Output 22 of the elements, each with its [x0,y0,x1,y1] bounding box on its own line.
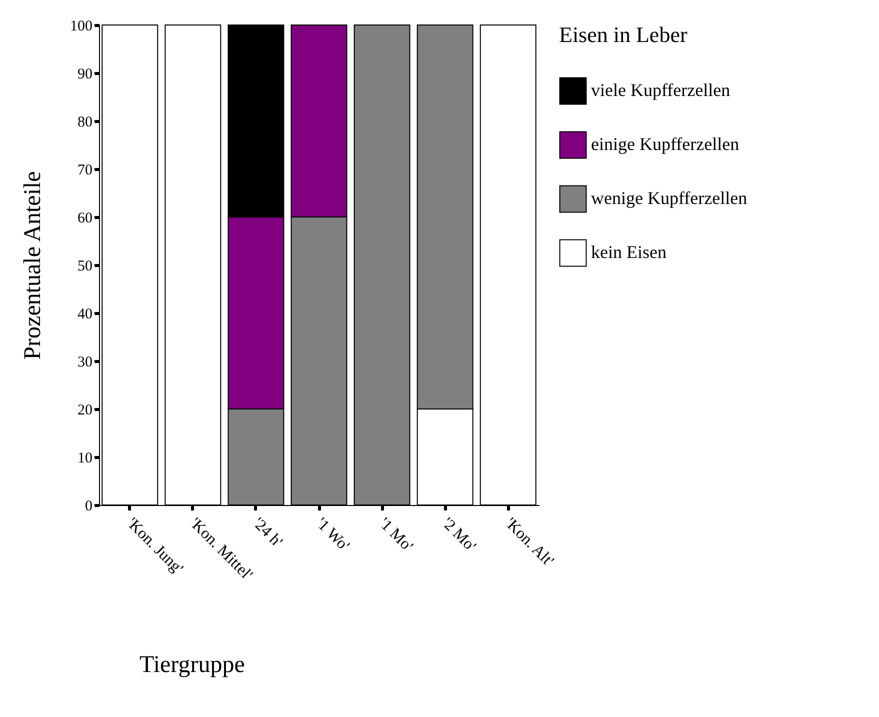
y-tick-label: 90 [78,66,92,82]
legend-label: einige Kupfferzellen [591,134,740,154]
y-tick-label: 80 [78,114,92,130]
y-tick-label: 20 [78,402,92,418]
legend-label: viele Kupfferzellen [591,80,730,100]
x-tick-label: '2 Mo' [438,514,480,556]
y-tick-label: 0 [85,498,92,514]
x-tick-label: '24 h' [250,514,286,551]
y-tick-label: 60 [78,210,92,226]
y-tick-label: 70 [78,162,92,178]
y-tick-label: 50 [78,258,92,274]
y-tick-label: 40 [78,306,92,322]
y-axis-title: Prozentuale Anteile [20,171,46,360]
legend-label: wenige Kupfferzellen [591,188,748,208]
x-axis-title: Tiergruppe [140,652,245,678]
y-tick-label: 10 [78,450,92,466]
y-tick-label: 100 [70,18,92,34]
y-tick-label: 30 [78,354,92,370]
x-tick-label: '1 Mo' [376,514,416,556]
legend-label: kein Eisen [591,242,666,262]
x-tick-label: '1 Wo' [312,514,353,555]
legend-title: Eisen in Leber [559,22,688,47]
